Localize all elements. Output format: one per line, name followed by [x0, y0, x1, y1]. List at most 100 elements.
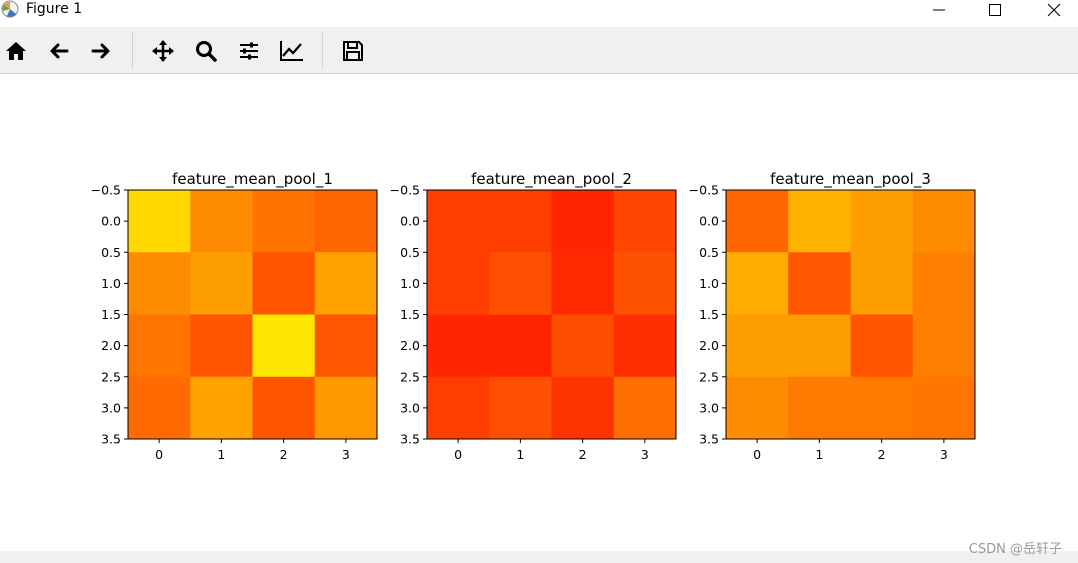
x-tick-label: 2	[280, 447, 288, 462]
x-tick-label: 3	[342, 447, 350, 462]
x-tick-label: 1	[516, 447, 524, 462]
app-icon	[1, 0, 19, 18]
heatmap-cell	[726, 252, 789, 315]
forward-icon	[91, 43, 110, 59]
y-tick-label: 3.0	[699, 400, 719, 415]
close-icon	[1047, 3, 1061, 17]
y-tick-label: 2.0	[699, 338, 719, 353]
y-tick-label: 3.0	[400, 400, 420, 415]
heatmap-cell	[726, 314, 789, 378]
heatmap-cell	[252, 252, 316, 315]
maximize-icon	[989, 4, 1001, 16]
pan-icon	[152, 40, 174, 62]
heatmap-cell	[850, 252, 914, 315]
y-tick-label: 1.0	[400, 276, 420, 291]
x-tick-label: 1	[815, 447, 823, 462]
edit-axis-button[interactable]	[279, 38, 305, 64]
heatmap-cell	[427, 252, 490, 315]
figure-canvas[interactable]: feature_mean_pool_1 −0.5 0.0 0.5 1.0 1.5 2.0 2.…	[0, 75, 1078, 551]
heatmap-cell	[489, 314, 552, 378]
y-tick-label: 1.0	[699, 276, 719, 291]
zoom-button[interactable]	[193, 38, 219, 64]
heatmap-cell	[128, 376, 191, 440]
close-button[interactable]	[1031, 0, 1077, 20]
heatmap-cell	[613, 314, 677, 378]
heatmap-figure: feature_mean_pool_1 −0.5 0.0 0.5 1.0 1.5 2.0 2.…	[91, 170, 976, 462]
watermark: CSDN @岳轩子	[968, 542, 1062, 557]
y-tick-label: 3.5	[699, 432, 719, 447]
y-tick-label: 0.5	[699, 245, 719, 260]
home-icon	[6, 42, 26, 60]
chart-title: feature_mean_pool_1	[172, 170, 333, 189]
x-tick-label: 3	[940, 447, 948, 462]
y-tick-label: 1.5	[699, 307, 719, 322]
heatmap-cell	[726, 376, 789, 440]
heatmap-cell	[314, 190, 378, 253]
heatmap-cell	[190, 314, 253, 378]
y-tick-label: −0.5	[689, 183, 719, 198]
heatmap-cell	[912, 190, 976, 253]
heatmap-cell	[314, 376, 378, 440]
heatmap-cell	[788, 190, 851, 253]
back-button[interactable]	[46, 38, 72, 64]
y-tick-label: 3.5	[101, 432, 121, 447]
x-tick-label: 3	[641, 447, 649, 462]
back-icon	[50, 43, 69, 59]
heatmap-cell	[252, 376, 316, 440]
minimize-button[interactable]	[916, 0, 962, 20]
heatmap-cell	[128, 190, 191, 253]
heatmap-cell	[427, 314, 490, 378]
heatmap-cell	[551, 252, 615, 315]
x-tick-label: 0	[155, 447, 163, 462]
heatmap-cell	[551, 314, 615, 378]
heatmap-cell	[128, 252, 191, 315]
heatmap-cell	[427, 376, 490, 440]
heatmap-cell	[252, 314, 316, 378]
heatmap-cell	[788, 252, 851, 315]
y-tick-label: 2.5	[400, 369, 420, 384]
subplots-icon	[240, 42, 258, 60]
window-title: Figure 1	[26, 1, 83, 17]
heatmap-cell	[314, 252, 378, 315]
save-icon	[343, 41, 363, 61]
home-button[interactable]	[3, 38, 29, 64]
heatmap-cell	[314, 314, 378, 378]
heatmap-cell	[489, 376, 552, 440]
edit-axis-icon	[280, 41, 303, 61]
y-tick-label: 0.5	[101, 245, 121, 260]
heatmap-cell	[788, 314, 851, 378]
x-tick-label: 1	[217, 447, 225, 462]
y-tick-label: −0.5	[390, 183, 420, 198]
y-tick-label: 1.5	[101, 307, 121, 322]
heatmap-cell	[489, 252, 552, 315]
zoom-icon	[196, 41, 217, 62]
chart-title: feature_mean_pool_2	[471, 170, 632, 189]
x-tick-label: 2	[878, 447, 886, 462]
heatmap-cell	[850, 376, 914, 440]
subplots-button[interactable]	[236, 38, 262, 64]
heatmap-cell	[551, 190, 615, 253]
heatmap-cell	[912, 314, 976, 378]
maximize-button[interactable]	[972, 0, 1018, 20]
forward-button[interactable]	[88, 38, 114, 64]
heatmap-cell	[128, 314, 191, 378]
save-button[interactable]	[340, 38, 366, 64]
pan-button[interactable]	[150, 38, 176, 64]
heatmap-cell	[613, 376, 677, 440]
heatmap-cell	[912, 252, 976, 315]
y-tick-label: 1.5	[400, 307, 420, 322]
heatmap-cell	[613, 190, 677, 253]
y-tick-label: 3.0	[101, 400, 121, 415]
y-tick-label: −0.5	[91, 183, 121, 198]
heatmap-cell	[190, 190, 253, 253]
heatmap-cell	[190, 252, 253, 315]
title-bar: Figure 1	[0, 0, 1078, 27]
y-tick-label: 2.5	[699, 369, 719, 384]
heatmap-cell	[190, 376, 253, 440]
toolbar	[0, 27, 1078, 74]
y-tick-label: 0.0	[101, 214, 121, 229]
y-tick-label: 2.5	[101, 369, 121, 384]
y-tick-label: 0.0	[699, 214, 719, 229]
heatmap-cell	[252, 190, 316, 253]
y-tick-label: 2.0	[101, 338, 121, 353]
